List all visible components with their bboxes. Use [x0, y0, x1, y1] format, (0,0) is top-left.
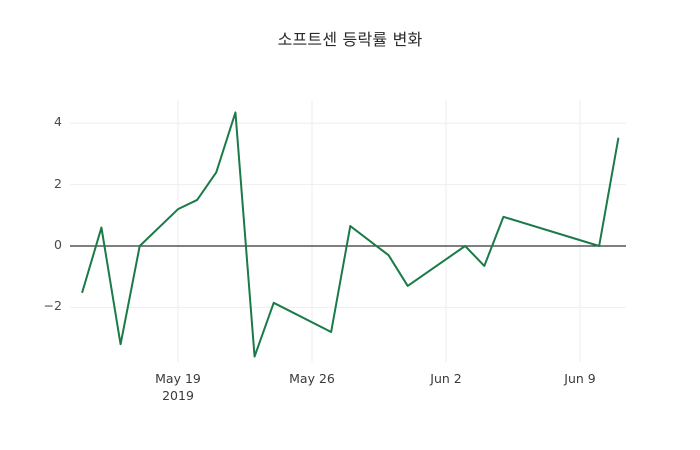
x-axis-tick-label: May 19 2019: [118, 371, 238, 405]
x-axis-tick-label: Jun 2: [386, 371, 506, 388]
x-tick-primary: May 26: [289, 371, 335, 386]
y-axis-tick-label: 2: [54, 175, 62, 191]
y-axis-tick-label: −2: [43, 298, 62, 314]
x-tick-secondary: 2019: [162, 387, 194, 403]
data-series-group: [81, 111, 620, 358]
x-axis-tick-label: Jun 9: [520, 371, 640, 388]
x-tick-primary: Jun 9: [564, 371, 596, 386]
series-line: [81, 111, 620, 358]
chart-title: 소프트센 등락률 변화: [277, 30, 423, 49]
y-axis-tick-label: 0: [54, 237, 62, 252]
x-tick-primary: May 19: [155, 371, 201, 386]
gridlines-group: [70, 100, 626, 362]
x-axis-tick-label: May 26: [252, 371, 372, 388]
x-tick-primary: Jun 2: [430, 371, 462, 386]
y-axis-tick-label: 4: [54, 114, 62, 130]
